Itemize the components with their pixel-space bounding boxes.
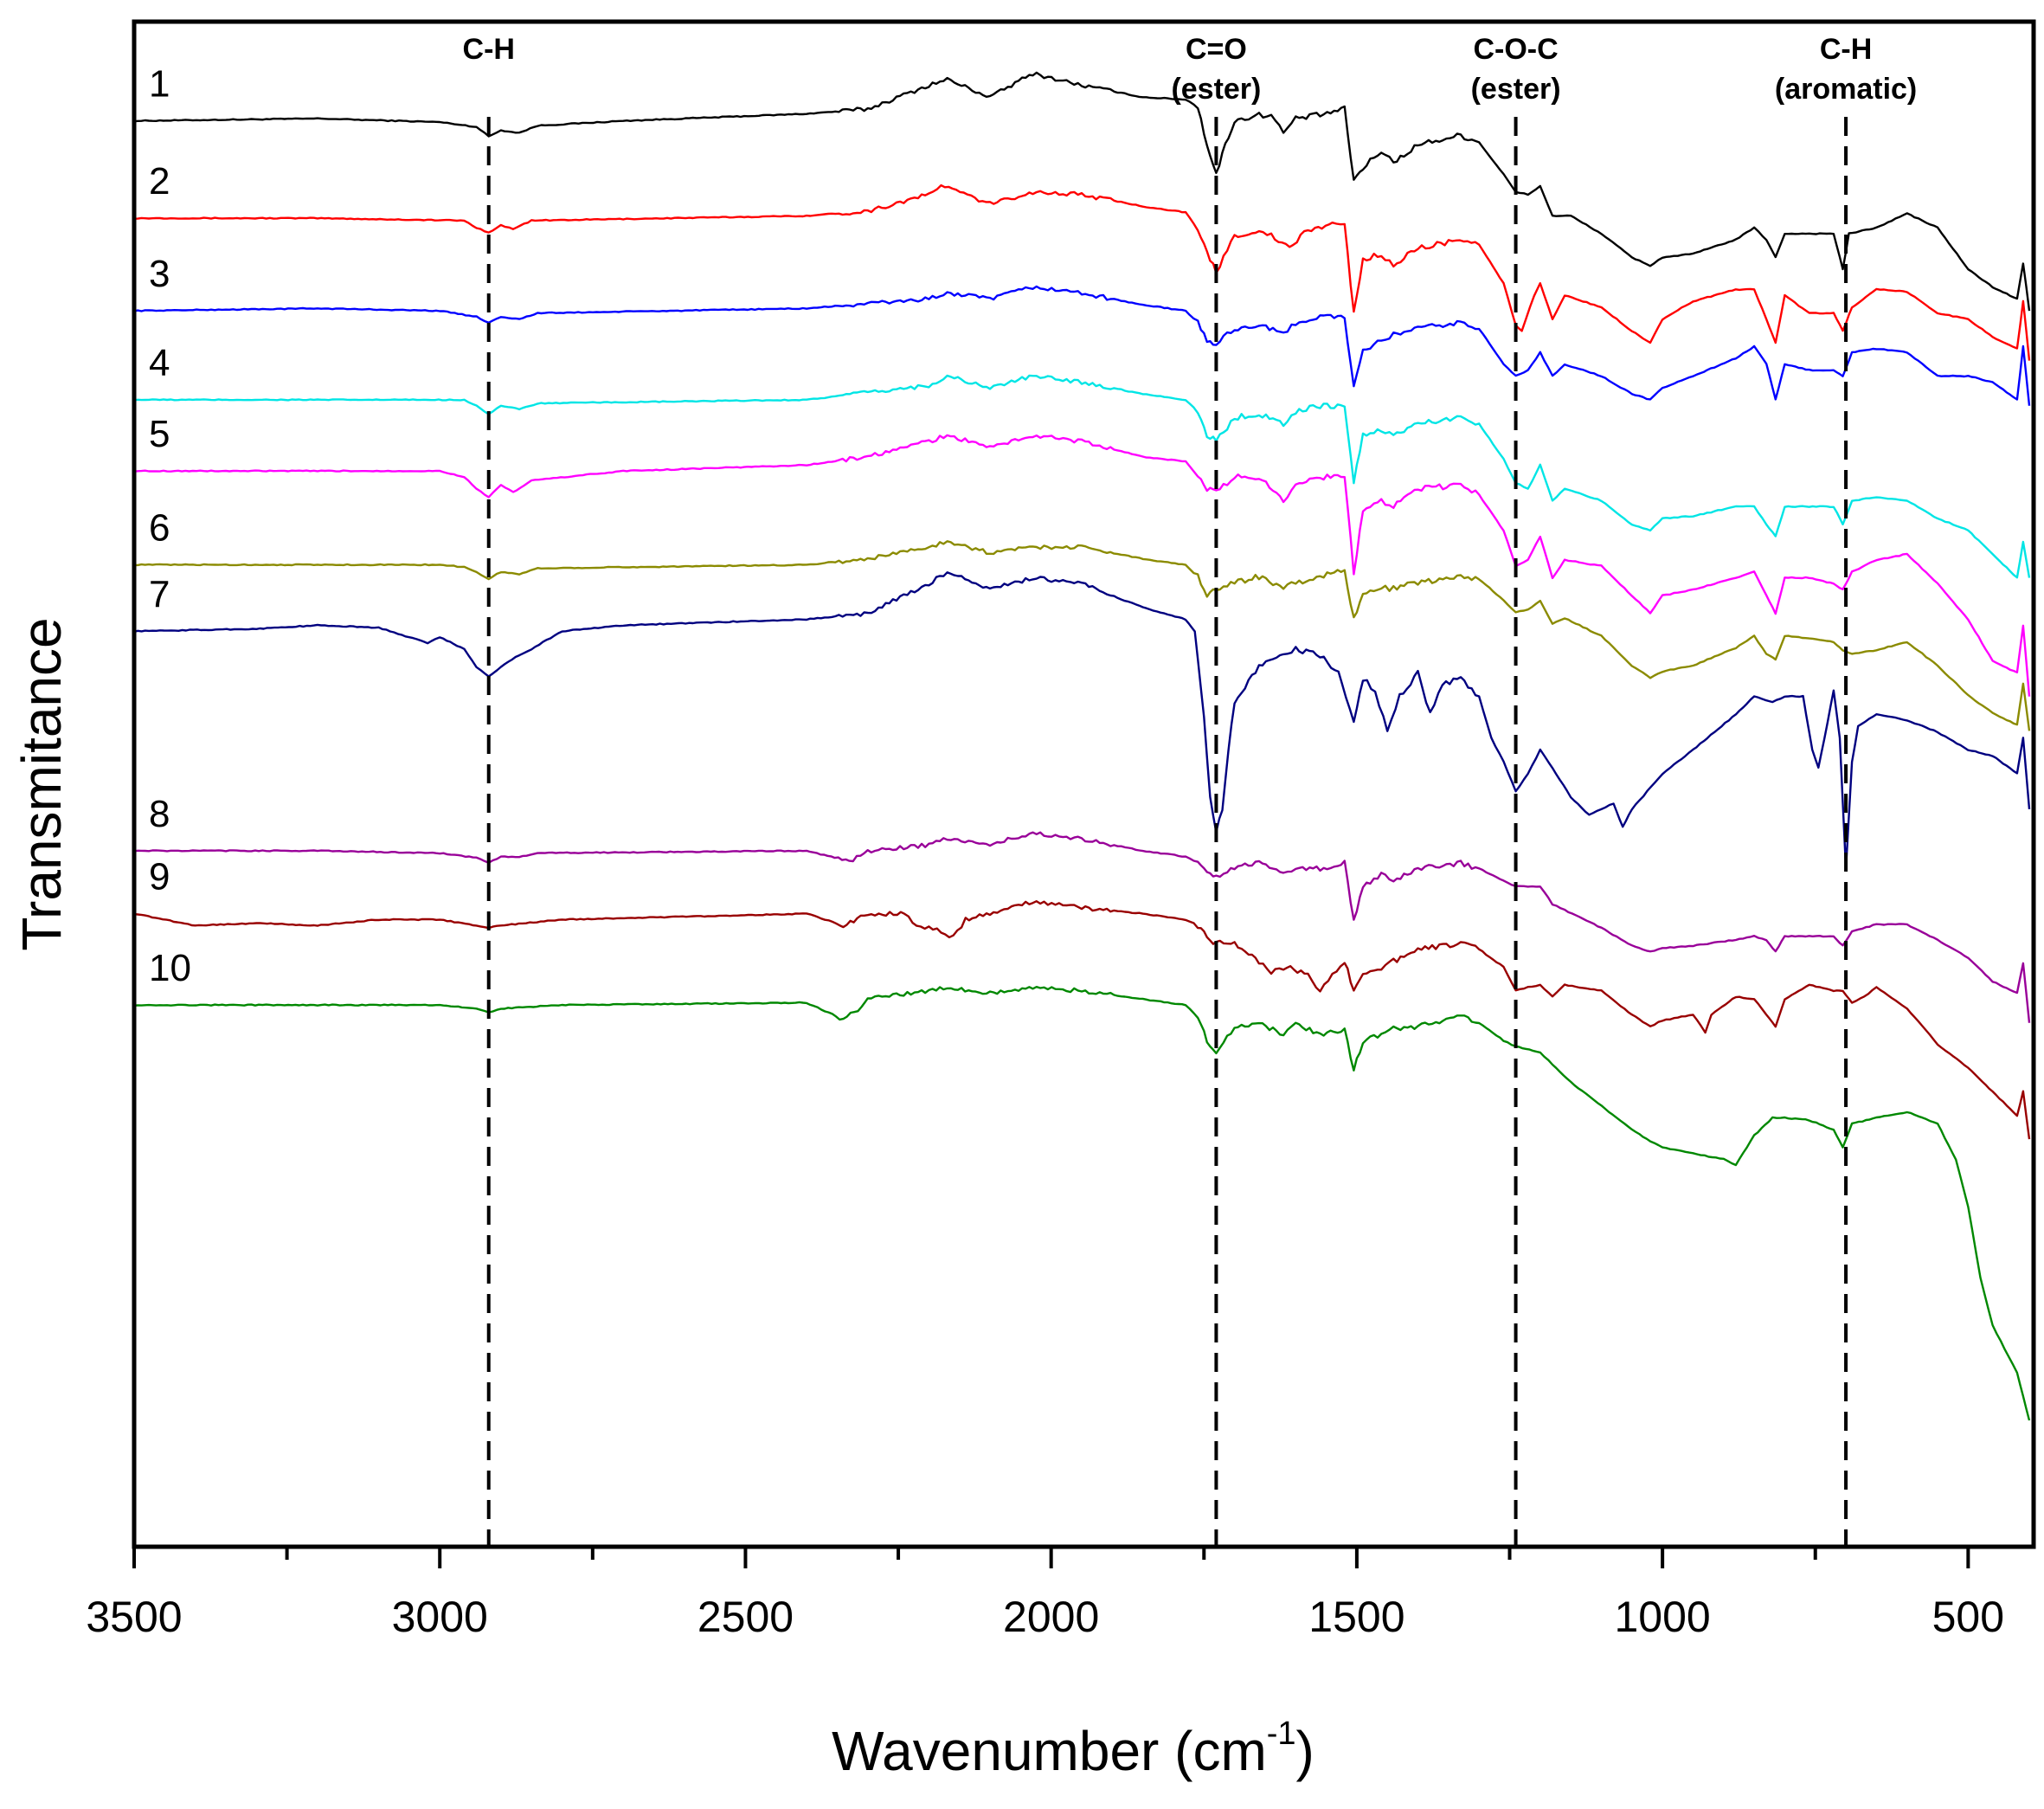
series-line-8	[133, 831, 2031, 1023]
series-line-9	[133, 899, 2031, 1140]
series-label-4: 4	[149, 342, 170, 384]
x-axis-title-superscript: -1	[1267, 1716, 1296, 1752]
series-label-3: 3	[149, 253, 170, 295]
x-tick-label: 2000	[1003, 1593, 1099, 1641]
x-axis-title-text: Wavenumber (cm	[832, 1720, 1267, 1782]
series-line-10	[133, 985, 2031, 1421]
series-label-6: 6	[149, 506, 170, 549]
series-label-5: 5	[149, 413, 170, 455]
series-line-5	[133, 434, 2031, 697]
x-ticks-layer: 3500 3000 2500 2000 1500 1000 500	[86, 1547, 2004, 1641]
x-tick-label: 2500	[697, 1593, 794, 1641]
series-label-2: 2	[149, 160, 170, 203]
annotation-label-2-1: (ester)	[1471, 73, 1561, 106]
x-tick-label: 1500	[1308, 1593, 1404, 1641]
annotation-lines-layer	[486, 117, 1848, 1545]
annotation-label-1-0: C=O	[1186, 33, 1247, 66]
x-axis-title-close: )	[1296, 1720, 1314, 1782]
series-layer	[133, 71, 2031, 1421]
annotation-label-2-0: C-O-C	[1473, 33, 1558, 66]
series-line-3	[133, 285, 2031, 406]
series-line-6	[133, 540, 2031, 731]
annotation-label-3-1: (aromatic)	[1775, 73, 1917, 106]
x-tick-label: 3500	[86, 1593, 182, 1641]
series-line-1	[133, 71, 2031, 312]
series-line-2	[133, 183, 2031, 361]
y-axis-title: Transmitance	[10, 617, 73, 950]
series-label-8: 8	[149, 793, 170, 835]
series-label-9: 9	[149, 856, 170, 898]
x-tick-label: 1000	[1615, 1593, 1711, 1641]
series-label-10: 10	[149, 947, 191, 989]
x-tick-label: 500	[1932, 1593, 2004, 1641]
x-tick-label: 3000	[392, 1593, 488, 1641]
annotation-label-1-1: (ester)	[1171, 73, 1261, 106]
x-axis-title: Wavenumber (cm-1)	[832, 1716, 1314, 1782]
series-line-4	[133, 374, 2031, 579]
series-line-7	[133, 571, 2031, 870]
annotation-label-3-0: C-H	[1820, 33, 1872, 66]
annotation-label-0-0: C-H	[463, 33, 515, 66]
series-label-7: 7	[149, 573, 170, 615]
labels-layer: 1 2 3 4 5 6 7 8 9 10 C-H C=O (ester) C-O-C (ester) C-H (…	[149, 33, 1917, 989]
plot-frame	[132, 19, 2036, 1549]
series-label-1: 1	[149, 63, 170, 106]
